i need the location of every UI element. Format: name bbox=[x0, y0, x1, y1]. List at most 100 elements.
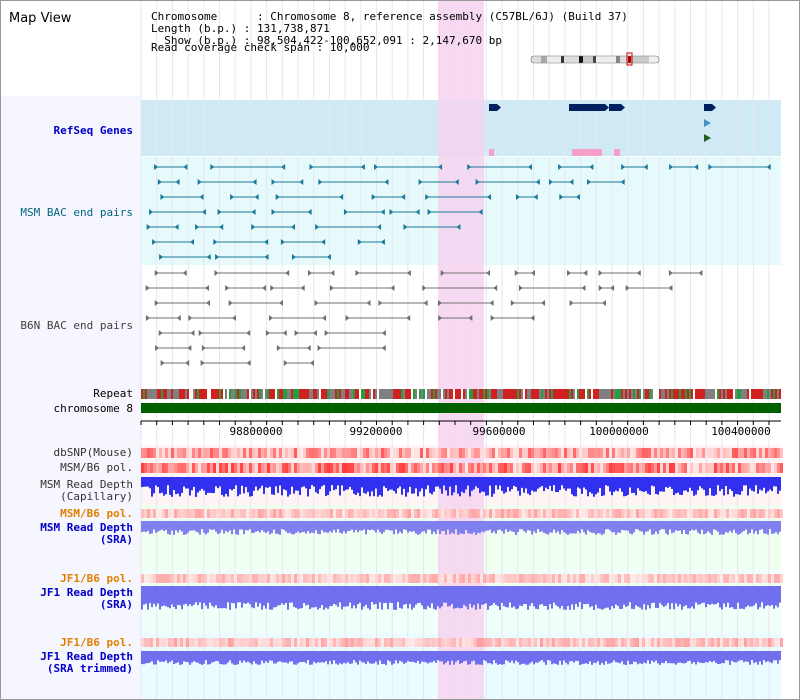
jf1-trimmed-depth bbox=[163, 651, 165, 662]
jf1-trimmed-depth bbox=[389, 651, 391, 662]
track-label-jf1-read-depth-sra[interactable]: JF1 Read Depth (SRA) bbox=[40, 586, 133, 611]
msm-capillary-depth bbox=[339, 477, 341, 496]
msm-sra-depth bbox=[161, 521, 163, 530]
jf1-pol-heat bbox=[621, 574, 624, 583]
repeat-segment bbox=[671, 389, 673, 399]
msm-pol2-heat bbox=[687, 509, 690, 518]
jf1-trimmed-depth bbox=[731, 651, 733, 661]
msm-bac-end bbox=[219, 224, 224, 230]
msm-capillary-depth bbox=[745, 477, 747, 486]
repeat-segment bbox=[527, 389, 529, 399]
repeat-segment bbox=[753, 389, 755, 399]
repeat-segment bbox=[695, 389, 697, 399]
msm-capillary-depth bbox=[529, 477, 531, 496]
msm-sra-depth bbox=[607, 521, 609, 530]
msm-pol-heat bbox=[237, 463, 240, 473]
repeat-segment bbox=[305, 389, 307, 399]
track-label-repeat[interactable]: Repeat bbox=[93, 387, 133, 400]
dbsnp-heat bbox=[738, 448, 741, 458]
msm-pol-heat bbox=[474, 463, 477, 473]
repeat-segment bbox=[657, 389, 659, 399]
msm-bac-end bbox=[217, 209, 222, 215]
msm-pol2-heat bbox=[354, 509, 357, 518]
msm-pol-heat bbox=[486, 463, 489, 473]
jf1-pol-heat bbox=[648, 574, 651, 583]
msm-pol-heat bbox=[606, 463, 609, 473]
jf1-pol-heat bbox=[357, 574, 360, 583]
msm-pol2-heat bbox=[408, 509, 411, 518]
track-label-msm-read-depth-sra[interactable]: MSM Read Depth (SRA) bbox=[40, 521, 133, 546]
msm-bac-end bbox=[326, 254, 331, 260]
track-label-jf1-read-depth-trimmed[interactable]: JF1 Read Depth (SRA trimmed) bbox=[40, 650, 133, 675]
msm-capillary-depth bbox=[481, 477, 483, 492]
msm-sra-depth bbox=[565, 521, 567, 534]
track-label-jf1-b6-pol[interactable]: JF1/B6 pol. bbox=[60, 572, 133, 585]
repeat-segment bbox=[301, 389, 303, 399]
msm-capillary-depth bbox=[597, 477, 599, 493]
msm-capillary-depth bbox=[561, 477, 563, 486]
jf1-pol2-heat bbox=[522, 638, 525, 647]
jf1-pol-heat bbox=[780, 574, 783, 583]
jf1-sra-depth bbox=[675, 586, 677, 604]
dbsnp-heat bbox=[471, 448, 474, 458]
track-label-msm-bac[interactable]: MSM BAC end pairs bbox=[20, 206, 133, 219]
dbsnp-heat bbox=[441, 448, 444, 458]
dbsnp-heat bbox=[366, 448, 369, 458]
repeat-segment bbox=[641, 389, 643, 399]
msm-pol2-heat bbox=[273, 509, 276, 518]
dbsnp-heat bbox=[270, 448, 273, 458]
track-label-jf1-b6-pol-2[interactable]: JF1/B6 pol. bbox=[60, 636, 133, 649]
msm-sra-depth bbox=[691, 521, 693, 530]
jf1-pol2-heat bbox=[153, 638, 156, 647]
msm-pol-heat bbox=[600, 463, 603, 473]
jf1-sra-depth bbox=[407, 586, 409, 609]
track-label-dbsnp[interactable]: dbSNP(Mouse) bbox=[53, 446, 133, 459]
repeat-segment bbox=[315, 389, 317, 399]
repeat-segment bbox=[333, 389, 335, 399]
msm-pol-heat bbox=[579, 463, 582, 473]
jf1-sra-depth bbox=[501, 586, 503, 603]
msm-pol2-heat bbox=[720, 509, 723, 518]
msm-pol-heat bbox=[183, 463, 186, 473]
jf1-trimmed-depth bbox=[307, 651, 309, 661]
msm-sra-depth bbox=[767, 521, 769, 535]
msm-capillary-depth bbox=[163, 477, 165, 496]
msm-pol-heat bbox=[195, 463, 198, 473]
ideogram-band bbox=[620, 56, 628, 63]
dbsnp-heat bbox=[729, 448, 732, 458]
repeat-segment bbox=[483, 389, 485, 399]
repeat-segment bbox=[235, 389, 237, 399]
msm-capillary-depth bbox=[345, 477, 347, 490]
track-label-msm-b6-pol[interactable]: MSM/B6 pol. bbox=[60, 461, 133, 474]
jf1-sra-depth bbox=[679, 586, 681, 605]
jf1-sra-depth bbox=[511, 586, 513, 608]
dbsnp-heat bbox=[156, 448, 159, 458]
track-label-msm-b6-pol-2[interactable]: MSM/B6 pol. bbox=[60, 507, 133, 520]
dbsnp-heat bbox=[780, 448, 783, 458]
msm-sra-depth bbox=[705, 521, 707, 534]
track-label-msm-read-depth-capillary[interactable]: MSM Read Depth (Capillary) bbox=[40, 478, 133, 503]
msm-capillary-depth bbox=[141, 477, 143, 488]
track-label-refseq[interactable]: RefSeq Genes bbox=[53, 124, 133, 137]
msm-capillary-depth bbox=[147, 477, 149, 487]
msm-capillary-depth bbox=[227, 477, 229, 497]
track-label-chromosome[interactable]: chromosome 8 bbox=[53, 402, 133, 415]
repeat-segment bbox=[603, 389, 605, 399]
repeat-segment bbox=[267, 389, 269, 399]
jf1-pol-heat bbox=[375, 574, 378, 583]
msm-pol2-heat bbox=[573, 509, 576, 518]
jf1-sra-depth bbox=[663, 586, 665, 607]
jf1-pol-heat bbox=[324, 574, 327, 583]
repeat-segment bbox=[389, 389, 391, 399]
track-label-b6n-bac[interactable]: B6N BAC end pairs bbox=[20, 319, 133, 332]
msm-capillary-depth bbox=[761, 477, 763, 491]
jf1-trimmed-depth bbox=[175, 651, 177, 664]
msm-sra-depth bbox=[303, 521, 305, 532]
msm-capillary-depth bbox=[685, 477, 687, 491]
dbsnp-heat bbox=[771, 448, 774, 458]
dbsnp-heat bbox=[492, 448, 495, 458]
b6n-bac-end bbox=[625, 285, 630, 291]
dbsnp-heat bbox=[252, 448, 255, 458]
msm-bac-end bbox=[427, 209, 432, 215]
msm-capillary-depth bbox=[689, 477, 691, 488]
